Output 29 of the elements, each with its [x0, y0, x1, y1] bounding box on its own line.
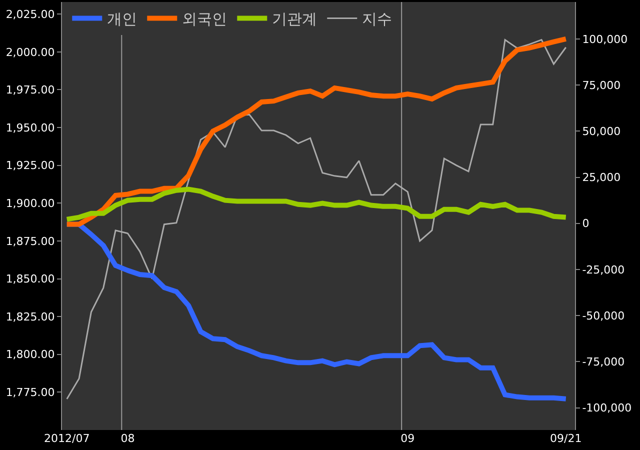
y2-tick-label: 100,000: [582, 32, 628, 46]
y2-tick-label: -50,000: [582, 309, 625, 322]
y-tick-label: 2,000.00: [6, 46, 55, 59]
y2-tick-label: -75,000: [582, 356, 625, 369]
y-tick-label: 2,025.00: [6, 8, 55, 21]
y-tick-label: 1,850.00: [6, 272, 55, 286]
y-tick-label: 1,775.00: [6, 386, 55, 400]
y-tick-label: 1,825.00: [6, 310, 55, 324]
legend-label: 지수: [362, 10, 392, 28]
y2-tick-label: -25,000: [582, 263, 625, 276]
legend-label: 외국인: [182, 10, 228, 28]
y-tick-label: 1,975.00: [6, 84, 55, 97]
y2-tick-label: 0: [582, 217, 590, 230]
y2-tick-label: 25,000: [582, 171, 621, 184]
x-tick-label: 2012/07: [44, 432, 90, 445]
y-tick-label: 1,950.00: [6, 121, 55, 134]
x-tick-label: 09/21: [550, 432, 582, 445]
y-tick-label: 1,900.00: [6, 196, 55, 210]
x-tick-label: 09: [400, 432, 415, 445]
y-tick-label: 1,875.00: [6, 234, 55, 248]
y2-tick-label: 50,000: [582, 124, 621, 138]
y-tick-label: 1,800.00: [6, 348, 55, 362]
y-tick-label: 1,925.00: [6, 159, 55, 172]
legend-label: 개인: [107, 10, 138, 28]
y2-tick-label: -100,000: [582, 402, 632, 415]
y2-tick-label: 75,000: [582, 78, 621, 92]
line-series: [66, 39, 567, 400]
x-tick-label: 08: [120, 432, 135, 445]
legend-label: 기관계: [272, 10, 318, 28]
